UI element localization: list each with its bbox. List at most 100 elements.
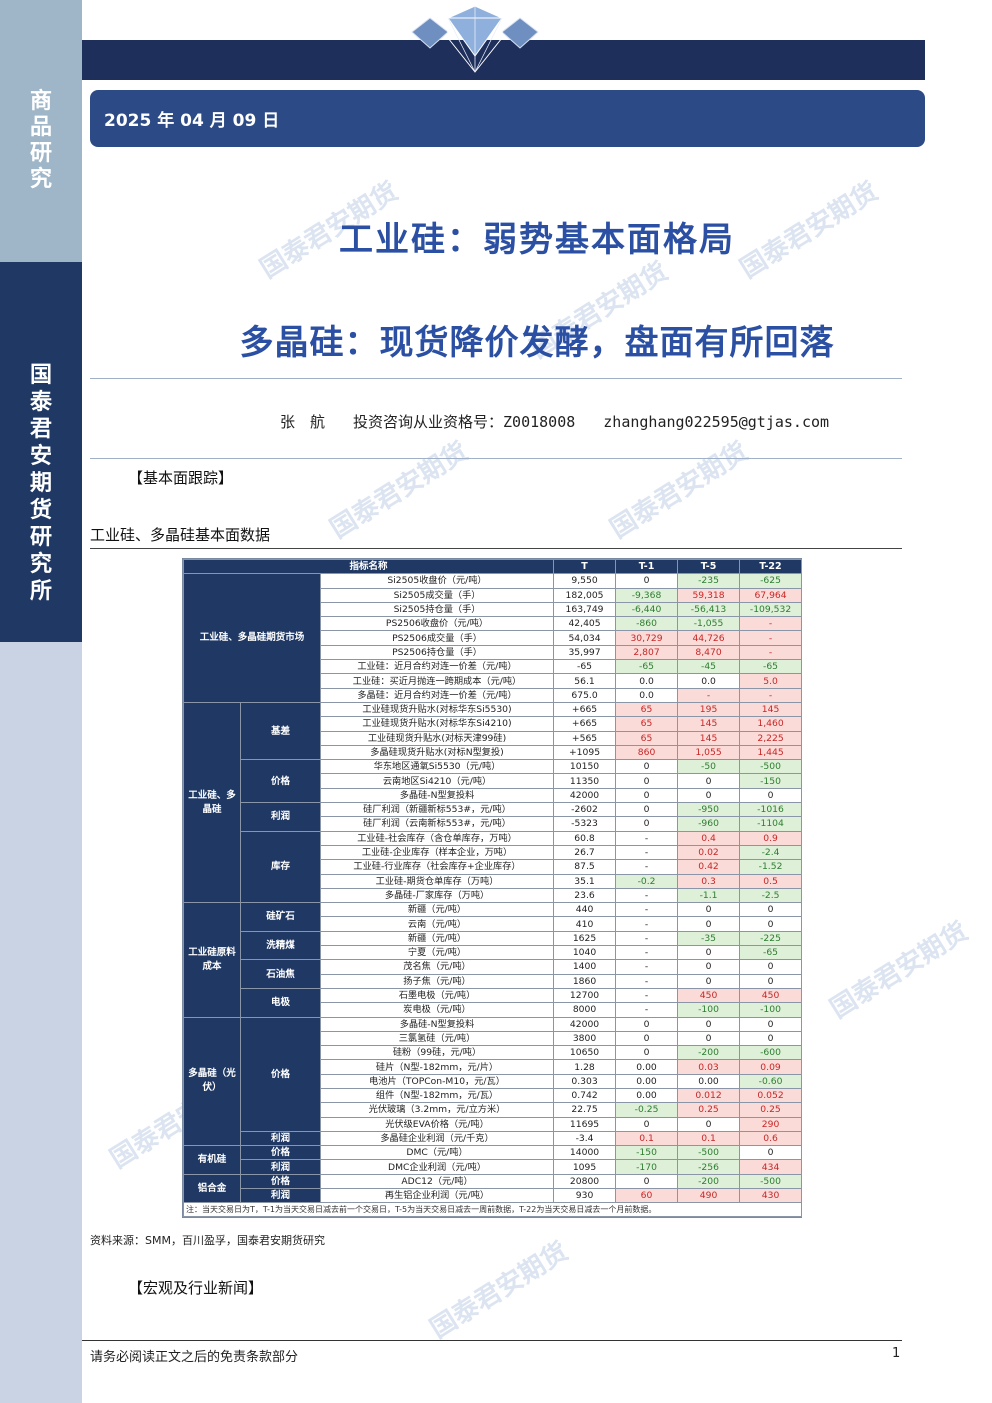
row-subgroup-label: 价格: [240, 1173, 321, 1190]
value-t1: -: [615, 987, 679, 1004]
indicator-name: 工业硅-行业库存（社会库存+企业库存）: [319, 859, 555, 875]
value-t5: 0: [677, 902, 741, 918]
org-char: 究: [29, 551, 52, 577]
value-t22: 0: [739, 902, 803, 918]
section-fundamental: 【基本面跟踪】: [128, 469, 234, 487]
value-t22: -225: [739, 930, 803, 947]
value-t: 42,405: [553, 616, 617, 632]
table-row: 洗精煤 新疆（元/吨） 1625- -35 -225: [184, 930, 803, 961]
value-t1: -: [615, 902, 679, 918]
value-t5: 0: [677, 959, 741, 975]
table-row: 多晶硅现货升贴水(对标N型复投) +1095 860 1,055 1,445: [184, 744, 803, 761]
table-row: 光伏玻璃（3.2mm，元/立方米） 22.75 -0.25 0.25 0.25: [184, 1102, 803, 1118]
value-t1: 0.00: [615, 1087, 679, 1104]
value-t1: -170: [615, 1159, 679, 1175]
report-date: 2025 年 04 月 09 日: [104, 111, 280, 131]
table-row: 利润 再生铝企业利润（元/吨） 930 60 490 430: [184, 1188, 803, 1204]
value-t1: 60: [615, 1188, 679, 1204]
value-t1: 2,807: [615, 644, 679, 661]
value-t5: -35: [677, 930, 741, 947]
row-subgroup-label: 洗精煤: [240, 930, 321, 961]
value-t: 20800: [553, 1173, 617, 1190]
value-t5: 44,726: [677, 630, 741, 646]
table-row: 光伏级EVA价格（元/吨） 11695 0 0 290: [184, 1116, 803, 1132]
value-t22: 0: [739, 1145, 803, 1161]
table-row: 多晶硅-厂家库存（万吨） 23.6- -1.1 -2.5: [184, 887, 803, 904]
value-t22: -: [739, 687, 803, 703]
table-row: 云南地区Si4210（元/吨） 11350 0 0 -150: [184, 773, 803, 789]
value-t: 11350: [553, 773, 617, 789]
table-row: 组件（N型-182mm，元/瓦） 0.742 0.00 0.012 0.052: [184, 1087, 803, 1104]
category-char: 品: [29, 114, 52, 140]
row-subgroup-label: 硅矿石: [240, 902, 321, 932]
value-t: 440: [553, 902, 617, 918]
value-t22: -2.4: [739, 844, 803, 861]
indicator-name: 工业硅现货升贴水(对标天津99硅): [319, 730, 555, 746]
value-t5: 195: [677, 701, 741, 718]
value-t5: 0: [677, 945, 741, 961]
value-t: 1860: [553, 973, 617, 989]
value-t22: 1,445: [739, 744, 803, 761]
value-t22: -625: [739, 573, 803, 589]
indicator-name: 电池片（TOPCon-M10，元/瓦）: [319, 1073, 555, 1089]
value-t: 54,034: [553, 630, 617, 646]
value-t1: -150: [615, 1145, 679, 1161]
indicator-name: 三氯氢硅（元/吨）: [319, 1030, 555, 1047]
value-t22: 1,460: [739, 716, 803, 732]
value-t1: 0: [615, 816, 679, 832]
value-t5: -200: [677, 1045, 741, 1061]
indicator-name: PS2506成交量（手）: [319, 630, 555, 646]
value-t5: 0.42: [677, 859, 741, 875]
table-row: 工业硅原料成本 硅矿石 新疆（元/吨） 440-0 0: [183, 902, 803, 1018]
indicator-name: 组件（N型-182mm，元/瓦）: [319, 1087, 555, 1104]
value-t: 87.5: [553, 859, 617, 875]
indicator-name: Si2505成交量（手）: [319, 587, 555, 603]
value-t: -3.4: [553, 1130, 617, 1147]
value-t: 42000: [553, 787, 617, 804]
table-row: 工业硅-企业库存（样本企业，万吨） 26.7-0.02 -2.4: [184, 844, 803, 861]
value-t: 3800: [553, 1030, 617, 1047]
value-t5: -: [677, 687, 741, 703]
value-t22: 0.5: [739, 873, 803, 889]
row-subgroup-label: 价格: [240, 1145, 321, 1161]
table-row: 有机硅 价格 DMC（元/吨） 14000 -150 -500 0: [183, 1145, 803, 1175]
value-t5: -1,055: [677, 616, 741, 632]
author-email[interactable]: zhanghang022595@gtjas.com: [603, 413, 830, 431]
col-header: T-22: [739, 558, 803, 575]
indicator-name: DMC企业利润（元/吨）: [319, 1159, 555, 1175]
value-t: 10150: [553, 759, 617, 775]
value-t1: -: [615, 916, 679, 932]
value-t1: 0.00: [615, 1059, 679, 1075]
row-subgroup-label: 电极: [240, 987, 321, 1018]
value-t1: 0: [615, 1016, 679, 1032]
value-t: 163,749: [553, 601, 617, 618]
value-t22: -65: [739, 659, 803, 675]
license-label: 投资咨询从业资格号：: [353, 413, 504, 431]
value-t: 14000: [553, 1145, 617, 1161]
value-t1: 0: [615, 787, 679, 804]
title-divider: [90, 378, 902, 379]
value-t: -5323: [553, 816, 617, 832]
value-t1: -0.2: [615, 873, 679, 889]
indicator-name: DMC（元/吨）: [319, 1145, 555, 1161]
value-t5: 0: [677, 773, 741, 789]
value-t22: -: [739, 644, 803, 661]
value-t: +565: [553, 730, 617, 746]
value-t5: -45: [677, 659, 741, 675]
row-subgroup-label: 基差: [240, 701, 321, 761]
value-t22: -0.60: [739, 1073, 803, 1089]
table-row: Si2505持仓量（手） 163,749 -6,440 -56,413 -109,532: [184, 601, 803, 618]
table-row: 铝合金 价格 ADC12（元/吨） 20800 0 -200 -500: [183, 1173, 803, 1204]
value-t5: 0.3: [677, 873, 741, 889]
value-t22: 430: [739, 1188, 803, 1204]
value-t5: 145: [677, 730, 741, 746]
org-char: 安: [29, 443, 52, 469]
value-t5: -50: [677, 759, 741, 775]
col-header: T-5: [677, 558, 741, 575]
org-char: 期: [29, 470, 52, 496]
category-char: 商: [29, 88, 52, 114]
value-t5: 0: [677, 973, 741, 989]
table-row: 价格 华东地区通氧Si5530（元/吨） 10150 0 -50 -500: [184, 759, 803, 804]
value-t: +665: [553, 701, 617, 718]
value-t1: -9,368: [615, 587, 679, 603]
